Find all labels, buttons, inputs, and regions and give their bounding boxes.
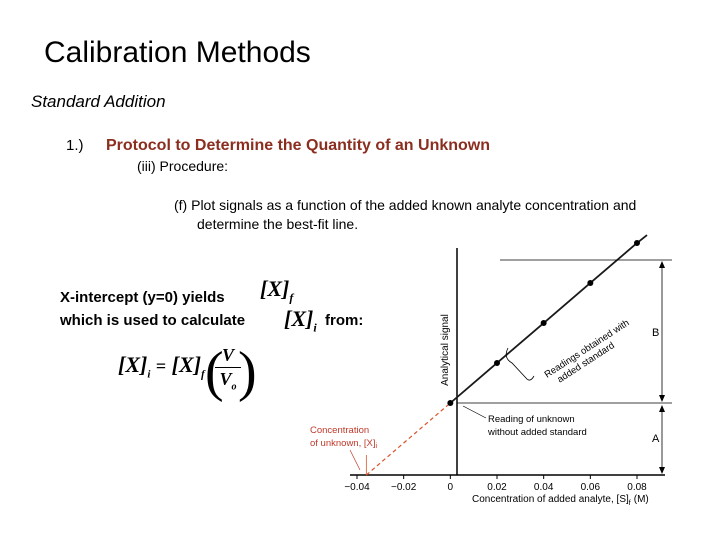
annotation-unknown-1: Reading of unknown [488,414,575,425]
arrow-B-top [659,261,665,268]
x-tick-label: −0.02 [391,482,417,493]
eq-lhs: [X]i [118,352,151,381]
step-text-line2: determine the best-fit line. [197,216,359,232]
x-tick-label: 0.06 [581,482,601,493]
label-B: B [652,327,659,339]
item-heading: Protocol to Determine the Quantity of an… [106,137,491,154]
eq-right-paren: ) [238,341,257,403]
x-tick-label: −0.04 [344,482,370,493]
conc-leader [349,449,361,471]
xf-symbol: [X]f [260,276,294,305]
intercept-from: from: [325,312,364,329]
annotation-readings: Readings obtained with added standard [543,316,640,390]
eq-fraction: V Vo [215,345,241,393]
data-point [447,400,454,406]
arrow-B-bottom [659,395,665,402]
slide-title: Calibration Methods [44,36,311,69]
x-tick-label: 0.04 [534,482,554,493]
eq-numerator: V [221,345,234,365]
item-number: 1.) [66,137,84,154]
x-ticks: −0.04 −0.02 0 0.02 0.04 0.06 0.08 [344,475,647,493]
readings-brace [505,347,535,381]
step-text-line1: Plot signals as a function of the added … [191,197,637,213]
slide-subtitle: Standard Addition [31,92,166,111]
x-tick-label: 0.08 [627,482,647,493]
unknown-leader [462,405,487,419]
intercept-text-2: which is used to calculate [60,312,246,329]
x-axis-label: Concentration of added analyte, [S]f (M) [472,494,649,507]
extrapolation-line [365,402,451,476]
arrow-A-top [659,405,665,412]
annotation-conc-2: of unknown, [X]i [310,438,377,450]
y-axis-label: Analytical signal [440,314,451,386]
x-tick-label: 0 [448,482,454,493]
eq-left-paren: ( [205,341,224,403]
step-f-text: (f) Plot signals as a function of the ad… [174,196,714,234]
x-tick-label: 0.02 [487,482,507,493]
annotation-unknown-2: without added standard [487,427,587,438]
data-point [540,320,547,327]
xi-symbol: [X]i [284,306,317,335]
standard-addition-plot: Analytical signal −0.04 −0.02 0 0.02 0.04 0.0… [310,234,672,507]
annotation-conc-1: Concentration [310,425,369,436]
data-point [634,240,640,247]
arrow-A-bottom [659,467,665,474]
label-A: A [652,433,660,445]
equation: [X]i = [X]f [118,352,205,381]
data-point [587,279,594,286]
step-label: (f) [174,197,188,213]
data-point [494,359,500,366]
sub-item-procedure: (iii) Procedure: [137,158,229,174]
intercept-text-1: X-intercept (y=0) yields [60,289,225,306]
eq-denominator: Vo [219,369,237,393]
plot-lines [365,234,648,476]
eq-rhs: [X]f [171,352,205,381]
